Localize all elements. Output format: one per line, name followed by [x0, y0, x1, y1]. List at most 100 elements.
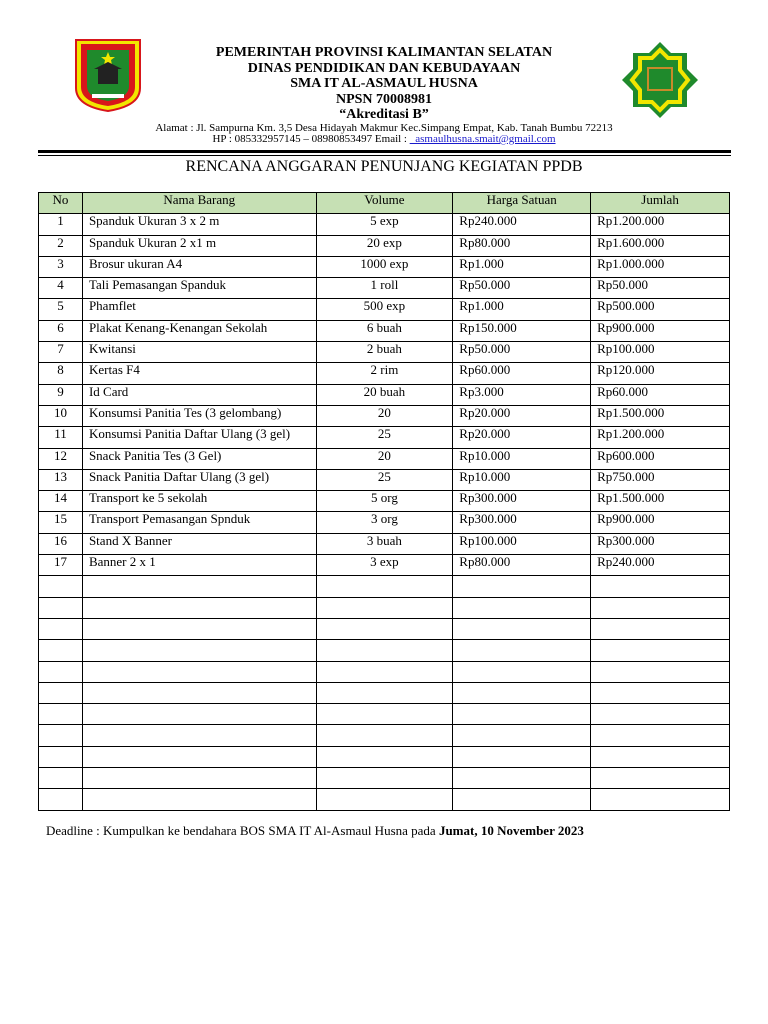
table-row: 9 Id Card 20 buah Rp3.000 Rp60.000 [38, 383, 730, 406]
col-header-nama-barang: Nama Barang [81, 191, 317, 215]
cell-jumlah: Rp1.500.000 [590, 404, 730, 428]
cell-nama-barang: Phamflet [81, 298, 317, 321]
school-star-logo [622, 42, 698, 118]
cell-jumlah: Rp1.000.000 [590, 255, 730, 279]
cell-nama-barang: Snack Panitia Daftar Ulang (3 gel) [81, 468, 317, 492]
provincial-emblem-logo [75, 39, 141, 113]
header-divider-thick [38, 150, 731, 153]
col-header-volume: Volume [315, 191, 454, 215]
cell-volume [315, 575, 454, 598]
cell-nama-barang [81, 575, 317, 598]
cell-volume [315, 660, 454, 683]
cell-no: 3 [38, 255, 83, 279]
cell-no: 8 [38, 362, 83, 385]
cell-volume [315, 724, 454, 747]
cell-volume: 6 buah [315, 319, 454, 343]
header-line-1: PEMERINTAH PROVINSI KALIMANTAN SELATAN [215, 45, 553, 60]
table-row: 14 Transport ke 5 sekolah 5 org Rp300.000 Rp… [38, 490, 730, 513]
cell-jumlah: Rp100.000 [590, 341, 730, 364]
cell-jumlah [590, 660, 730, 683]
table-row: 5 Phamflet 500 exp Rp1.000 Rp500.000 [38, 298, 730, 321]
cell-jumlah: Rp1.600.000 [590, 234, 730, 257]
cell-harga-satuan: Rp20.000 [452, 426, 592, 449]
header-address: Alamat : Jl. Sampurna Km. 3,5 Desa Hiday… [155, 122, 613, 134]
empty-table-row [38, 703, 730, 726]
cell-harga-satuan [452, 745, 592, 769]
empty-table-row [38, 617, 730, 641]
deadline-date: Jumat, 10 November 2023 [438, 823, 584, 838]
table-row: 15 Transport Pemasangan Spnduk 3 org Rp300.… [38, 511, 730, 534]
email-link[interactable]: _asmaulhusna.smait@gmail.com [409, 133, 556, 145]
cell-volume [315, 681, 454, 705]
header-akreditasi: “Akreditasi B” [339, 107, 429, 122]
cell-jumlah: Rp60.000 [590, 383, 730, 406]
cell-nama-barang [81, 681, 317, 705]
cell-jumlah: Rp1.500.000 [590, 490, 730, 513]
cell-no: 17 [38, 554, 83, 577]
col-header-harga-satuan: Harga Satuan [452, 191, 592, 215]
cell-no [38, 660, 83, 683]
cell-nama-barang: Banner 2 x 1 [81, 554, 317, 577]
cell-harga-satuan: Rp240.000 [452, 213, 592, 236]
cell-nama-barang: Transport Pemasangan Spnduk [81, 511, 317, 534]
table-row: 4 Tali Pemasangan Spanduk 1 roll Rp50.000 Rp… [38, 277, 730, 300]
header-line-2: DINAS PENDIDIKAN DAN KEBUDAYAAN [247, 61, 521, 76]
budget-table: No Nama Barang Volume Harga Satuan Jumla… [38, 191, 730, 811]
cell-volume [315, 617, 454, 641]
cell-volume [315, 788, 454, 811]
cell-harga-satuan [452, 788, 592, 811]
cell-volume: 3 exp [315, 554, 454, 577]
cell-jumlah [590, 639, 730, 662]
table-row: 13 Snack Panitia Daftar Ulang (3 gel) 25 Rp… [38, 468, 730, 492]
cell-nama-barang [81, 596, 317, 619]
cell-harga-satuan [452, 703, 592, 726]
cell-no: 7 [38, 341, 83, 364]
cell-volume: 20 buah [315, 383, 454, 406]
cell-no: 16 [38, 532, 83, 556]
cell-harga-satuan: Rp80.000 [452, 554, 592, 577]
cell-no [38, 703, 83, 726]
cell-nama-barang [81, 703, 317, 726]
cell-no: 4 [38, 277, 83, 300]
cell-jumlah: Rp900.000 [590, 319, 730, 343]
empty-table-row [38, 639, 730, 662]
cell-no: 13 [38, 468, 83, 492]
cell-no [38, 681, 83, 705]
cell-jumlah [590, 617, 730, 641]
cell-harga-satuan: Rp300.000 [452, 511, 592, 534]
cell-harga-satuan: Rp1.000 [452, 255, 592, 279]
cell-volume: 20 exp [315, 234, 454, 257]
cell-harga-satuan: Rp60.000 [452, 362, 592, 385]
cell-no: 12 [38, 447, 83, 470]
cell-volume: 1000 exp [315, 255, 454, 279]
cell-harga-satuan: Rp3.000 [452, 383, 592, 406]
table-row: 16 Stand X Banner 3 buah Rp100.000 Rp300.000 [38, 532, 730, 556]
cell-volume: 25 [315, 468, 454, 492]
deadline-note: Deadline : Kumpulkan ke bendahara BOS SM… [46, 823, 584, 839]
cell-jumlah: Rp1.200.000 [590, 213, 730, 236]
cell-harga-satuan [452, 617, 592, 641]
empty-table-row [38, 681, 730, 705]
cell-harga-satuan: Rp80.000 [452, 234, 592, 257]
header-contact: HP : 085332957145 – 08980853497 Email : … [0, 133, 768, 145]
cell-no [38, 788, 83, 811]
cell-jumlah: Rp600.000 [590, 447, 730, 470]
cell-nama-barang: Plakat Kenang-Kenangan Sekolah [81, 319, 317, 343]
empty-table-row [38, 575, 730, 598]
cell-volume [315, 596, 454, 619]
cell-jumlah [590, 596, 730, 619]
table-row: 3 Brosur ukuran A4 1000 exp Rp1.000 Rp1.000.… [38, 255, 730, 279]
document-title: RENCANA ANGGARAN PENUNJANG KEGIATAN PPDB [185, 158, 583, 175]
header-npsn: NPSN 70008981 [335, 92, 433, 107]
cell-no [38, 596, 83, 619]
cell-volume: 5 exp [315, 213, 454, 236]
table-row: 12 Snack Panitia Tes (3 Gel) 20 Rp10.000 Rp6… [38, 447, 730, 470]
cell-jumlah [590, 767, 730, 790]
cell-nama-barang: Brosur ukuran A4 [81, 255, 317, 279]
cell-volume [315, 745, 454, 769]
cell-volume: 2 buah [315, 341, 454, 364]
cell-nama-barang [81, 724, 317, 747]
cell-jumlah: Rp900.000 [590, 511, 730, 534]
